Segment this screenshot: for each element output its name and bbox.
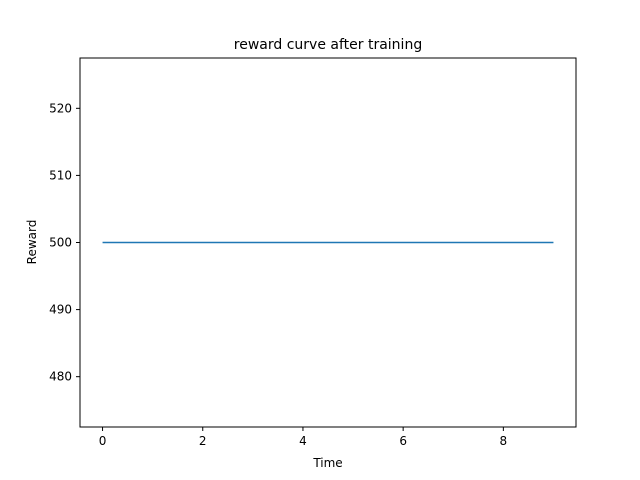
x-tick-label: 4	[299, 434, 307, 448]
chart-title: reward curve after training	[234, 37, 422, 53]
y-tick-label: 510	[49, 168, 72, 182]
x-tick-label: 0	[99, 434, 107, 448]
y-tick-label: 500	[49, 236, 72, 250]
y-axis-ticks: 480 490 500 510 520	[49, 101, 80, 384]
y-tick-label: 520	[49, 101, 72, 115]
y-tick-label: 490	[49, 303, 72, 317]
x-axis-ticks: 0 2 4 6 8	[99, 427, 507, 448]
y-axis-label: Reward	[25, 220, 39, 265]
x-axis-label: Time	[312, 456, 342, 470]
x-tick-label: 6	[399, 434, 407, 448]
y-tick-label: 480	[49, 370, 72, 384]
x-tick-label: 2	[199, 434, 207, 448]
x-tick-label: 8	[500, 434, 508, 448]
